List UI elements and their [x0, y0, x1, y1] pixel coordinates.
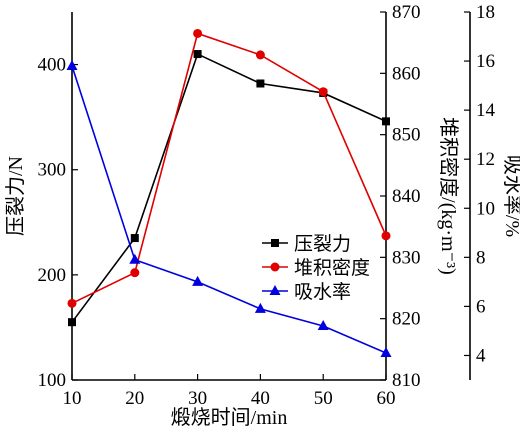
water-absorption-tick-label: 6 [476, 296, 486, 317]
series-point-3 [254, 302, 266, 313]
legend-marker [271, 239, 279, 247]
x-tick-label: 30 [188, 388, 207, 409]
series-point-3 [380, 347, 392, 358]
water-absorption-tick-label: 18 [476, 2, 495, 23]
density-tick-label: 840 [392, 186, 421, 207]
water-absorption-tick-label: 12 [476, 149, 495, 170]
density-tick-label: 870 [392, 2, 421, 23]
axes-layer: 10 20 30 40 50 601002003004008108208308408508… [38, 2, 496, 409]
water-absorption-tick-label: 16 [476, 51, 495, 72]
x-tick-label: 60 [377, 388, 396, 409]
x-axis-title: 煅烧时间/min [171, 406, 288, 429]
series-line-3 [71, 65, 387, 354]
density-tick-label: 810 [392, 370, 421, 391]
series-point-1 [68, 318, 76, 327]
density-tick-label: 850 [392, 125, 421, 146]
left-axis-title: 压裂力/N [4, 156, 27, 236]
density-tick-label: 820 [392, 309, 421, 330]
left-tick-label: 200 [38, 265, 67, 286]
density-tick-label: 860 [392, 63, 421, 84]
water-absorption-tick-label: 4 [476, 345, 486, 366]
series-line-1 [71, 52, 387, 323]
legend-marker [270, 262, 280, 272]
water-absorption-axis-title: 吸水率/% [501, 155, 520, 237]
density-axis-title: 堆积密度/(kg·m⁻³) [437, 117, 460, 275]
left-tick-label: 300 [38, 160, 67, 181]
legend-label: 堆积密度 [294, 257, 370, 279]
series-line-2 [71, 32, 387, 305]
legend-label: 压裂力 [294, 233, 351, 255]
series-point-1 [382, 117, 390, 126]
x-tick-label: 40 [251, 388, 270, 409]
series-point-1 [193, 50, 202, 59]
series-point-2 [193, 28, 203, 38]
density-tick-label: 830 [392, 247, 421, 268]
x-tick-label: 50 [314, 388, 333, 409]
water-absorption-tick-label: 14 [476, 100, 496, 121]
series-point-1 [256, 79, 265, 88]
axis-titles: 煅烧时间/min 压裂力/N 堆积密度/(kg·m⁻³) 吸水率/% [4, 117, 520, 429]
legend-marker [269, 285, 281, 295]
series-point-1 [130, 234, 139, 243]
series-point-3 [317, 320, 329, 331]
left-tick-label: 100 [38, 370, 67, 391]
series-point-3 [192, 275, 204, 286]
series-point-2 [318, 87, 328, 97]
left-tick-label: 400 [38, 55, 67, 76]
series-point-3 [129, 253, 141, 264]
series-layer [66, 28, 392, 358]
water-absorption-tick-label: 8 [476, 247, 486, 268]
x-tick-label: 10 [63, 388, 82, 409]
series-point-3 [66, 59, 78, 70]
legend-label: 吸水率 [294, 281, 351, 303]
series-point-2 [255, 50, 265, 60]
series-point-2 [67, 298, 77, 308]
water-absorption-tick-label: 10 [476, 198, 495, 219]
x-tick-label: 20 [125, 388, 144, 409]
series-point-2 [381, 231, 391, 241]
series-point-2 [130, 268, 140, 278]
